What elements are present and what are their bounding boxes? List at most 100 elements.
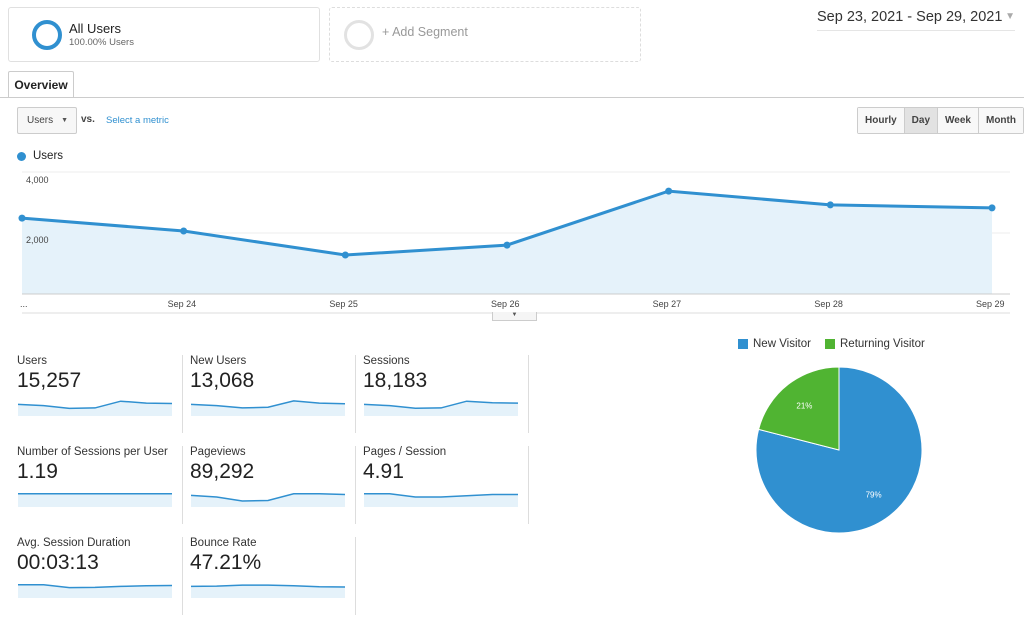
day-button[interactable]: Day (904, 108, 939, 133)
sparkline (191, 400, 346, 416)
metric-value: 13,068 (190, 369, 255, 392)
metric-select[interactable]: Users ▼ (17, 107, 77, 134)
legend-label: New Visitor (753, 338, 811, 350)
sparkline (364, 400, 519, 416)
metric-divider (182, 355, 183, 433)
x-tick: Sep 24 (167, 299, 197, 309)
chart-legend-label: Users (33, 150, 64, 162)
metric-label: Users (17, 355, 48, 367)
tab-divider (0, 97, 1024, 98)
y-tick: 2,000 (26, 235, 49, 245)
date-range-picker[interactable]: Sep 23, 2021 - Sep 29, 2021 ▼ (817, 9, 1015, 31)
sparkline-line (191, 493, 346, 502)
month-button[interactable]: Month (978, 108, 1023, 133)
sparkline-line (191, 584, 346, 588)
metric-label: Sessions (363, 355, 410, 367)
chevron-down-icon: ▼ (1005, 11, 1015, 22)
metric-label: New Users (190, 355, 247, 367)
metric-value: 47.21% (190, 551, 262, 574)
data-point[interactable] (503, 241, 511, 249)
metric-divider (182, 537, 183, 615)
data-point[interactable] (826, 201, 834, 209)
data-point[interactable] (341, 251, 349, 259)
chart-collapse-handle[interactable]: ▼ (492, 312, 537, 321)
metric-card[interactable]: Sessions 18,183 (363, 355, 535, 435)
metric-divider (355, 355, 356, 433)
sparkline (18, 584, 173, 598)
pie-slice[interactable] (755, 366, 923, 534)
tab-overview[interactable]: Overview (8, 71, 74, 98)
sparkline-fill (18, 584, 172, 598)
data-point[interactable] (18, 214, 26, 222)
x-tick: Sep 29 (976, 299, 1005, 309)
hourly-button[interactable]: Hourly (858, 108, 905, 133)
data-point[interactable] (180, 227, 188, 235)
sparkline-fill (364, 493, 518, 507)
metric-card[interactable]: Users 15,257 (17, 355, 189, 435)
x-tick: ... (20, 299, 28, 309)
metric-label: Number of Sessions per User (17, 446, 168, 458)
sparkline-line (191, 400, 346, 409)
metric-label: Avg. Session Duration (17, 537, 131, 549)
metric-card[interactable]: New Users 13,068 (190, 355, 362, 435)
date-range-text: Sep 23, 2021 - Sep 29, 2021 (817, 9, 1003, 25)
add-segment-label: + Add Segment (382, 25, 468, 39)
segment-all-users[interactable]: All Users 100.00% Users (8, 7, 320, 62)
select-metric-link[interactable]: Select a metric (106, 115, 169, 126)
sparkline-fill (191, 493, 345, 507)
week-button[interactable]: Week (938, 108, 979, 133)
sparkline-fill (191, 585, 345, 598)
vs-label: vs. (81, 114, 95, 125)
x-tick: Sep 27 (652, 299, 682, 309)
x-tick: Sep 25 (329, 299, 358, 309)
data-point[interactable] (665, 187, 673, 195)
metric-value: 4.91 (363, 460, 404, 483)
metric-divider (182, 446, 183, 524)
metric-card[interactable]: Pageviews 89,292 (190, 446, 362, 526)
add-segment-button[interactable]: + Add Segment (329, 7, 641, 62)
metric-label: Pageviews (190, 446, 246, 458)
metric-card[interactable]: Pages / Session 4.91 (363, 446, 535, 526)
pie-slice[interactable] (757, 366, 840, 451)
metric-label: Pages / Session (363, 446, 447, 458)
legend-label: Returning Visitor (840, 338, 925, 350)
legend-dot-icon (17, 152, 26, 161)
sparkline (191, 584, 346, 598)
metric-value: 18,183 (363, 369, 428, 392)
y-tick: 4,000 (26, 175, 49, 185)
data-point[interactable] (988, 204, 996, 212)
legend-swatch (825, 339, 835, 349)
x-tick: Sep 26 (491, 299, 520, 309)
sparkline (364, 493, 518, 507)
caret-down-icon: ▼ (61, 117, 68, 124)
legend-swatch (738, 339, 748, 349)
metric-value: 00:03:13 (17, 551, 99, 574)
metric-divider (355, 537, 356, 615)
metric-value: 1.19 (17, 460, 58, 483)
sparkline-line (364, 400, 519, 409)
metric-card[interactable]: Avg. Session Duration 00:03:13 (17, 537, 189, 617)
sparkline-line (18, 400, 173, 410)
sparkline (18, 400, 173, 416)
pie-label: 79% (866, 491, 882, 500)
metric-divider (528, 446, 529, 524)
segment-ring-icon (32, 20, 62, 50)
empty-segment-ring-icon (344, 20, 374, 50)
metric-value: 15,257 (17, 369, 82, 392)
granularity-buttons: Hourly Day Week Month (857, 107, 1024, 134)
sparkline (191, 493, 346, 507)
segment-subtitle: 100.00% Users (69, 37, 134, 48)
metric-divider (355, 446, 356, 524)
pie-legend-returning: Returning Visitor (825, 338, 925, 350)
sparkline-line (364, 493, 518, 498)
pie-legend-new: New Visitor (738, 338, 811, 350)
metric-divider (528, 355, 529, 433)
sparkline (18, 493, 172, 507)
metric-card[interactable]: Bounce Rate 47.21% (190, 537, 362, 617)
sparkline-fill (18, 493, 172, 507)
area-fill (22, 191, 992, 294)
metric-card[interactable]: Number of Sessions per User 1.19 (17, 446, 189, 526)
sparkline-line (18, 584, 173, 589)
x-tick: Sep 28 (814, 299, 843, 309)
